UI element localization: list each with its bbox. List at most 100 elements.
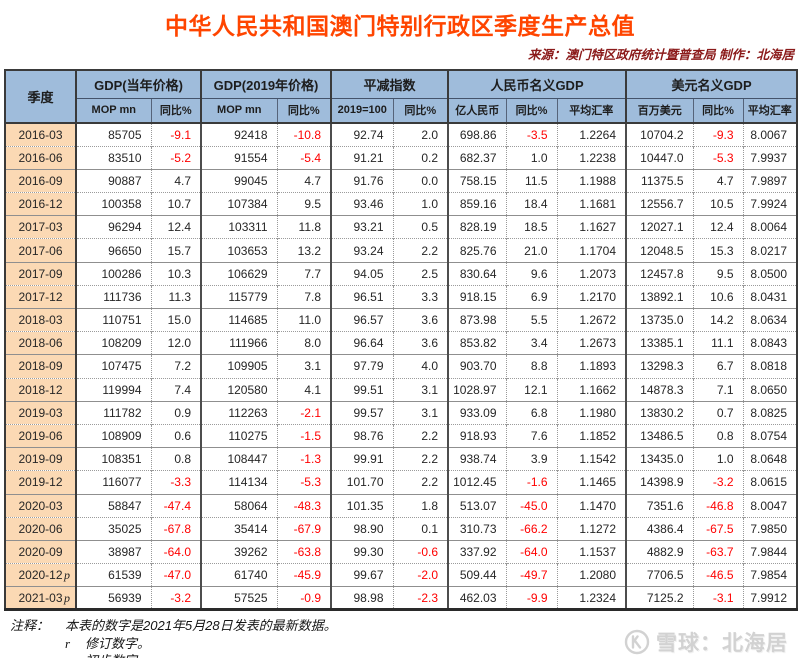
watermark-text: 雪球：北海居: [656, 632, 788, 655]
value-cell: 462.03: [448, 586, 507, 610]
value-cell: 12.1: [506, 377, 558, 402]
value-cell: 10447.0: [626, 145, 694, 170]
value-cell: -5.2: [151, 145, 202, 170]
value-cell: -48.3: [277, 493, 332, 518]
value-cell: 93.21: [331, 215, 394, 239]
table-row: 2020-09 38987 -64.0 39262 -63.8 99.30 -0.6 337.…: [5, 539, 798, 564]
value-cell: 15.7: [151, 238, 202, 263]
value-cell: 61740: [201, 563, 278, 587]
quarter-cell: 2017-09: [5, 261, 77, 286]
value-cell: -5.3: [693, 145, 744, 170]
quarter-cell: 2019-12: [5, 470, 77, 494]
quarter-label: 2018-09: [18, 359, 63, 374]
value-cell: 83510: [76, 145, 152, 170]
gdp-table: 季度 GDP(当年价格) GDP(2019年价格) 平减指数 人民币名义GDP 美元名义G…: [4, 69, 799, 612]
value-cell: 1028.97: [448, 377, 507, 402]
value-cell: 0.1: [393, 516, 450, 541]
quarter-label: 2020-09: [18, 544, 63, 559]
value-cell: 116077: [76, 470, 152, 494]
quarter-cell: 2019-03: [5, 400, 77, 425]
value-cell: 35414: [201, 516, 278, 541]
quarter-cell: 2018-06: [5, 331, 77, 355]
table-row: 2017-12 111736 11.3 115779 7.8 96.51 3.3 918.15…: [5, 284, 798, 309]
value-cell: 12.0: [151, 331, 202, 355]
value-cell: 8.0064: [743, 215, 798, 239]
value-cell: -0.9: [277, 586, 332, 610]
value-cell: 0.8: [151, 447, 202, 471]
value-cell: 873.98: [448, 307, 507, 332]
value-cell: 111736: [76, 284, 152, 309]
value-cell: 91554: [201, 145, 278, 170]
value-cell: 903.70: [448, 354, 507, 379]
value-cell: 825.76: [448, 238, 507, 263]
value-cell: 13385.1: [626, 331, 694, 355]
sub-header: 同比%: [693, 98, 744, 123]
value-cell: -47.0: [151, 563, 202, 587]
value-cell: 830.64: [448, 261, 507, 286]
value-cell: 0.7: [693, 400, 744, 425]
note-p-text: 初步数字。: [85, 652, 150, 658]
value-cell: 58064: [201, 493, 278, 518]
value-cell: 11375.5: [626, 168, 694, 193]
value-cell: 1.1893: [557, 354, 628, 379]
value-cell: -9.3: [693, 123, 744, 147]
table-row: 2017-06 96650 15.7 103653 13.2 93.24 2.2 825.76…: [5, 238, 798, 263]
value-cell: 1.8: [393, 493, 450, 518]
value-cell: 8.0047: [743, 493, 798, 518]
quarter-cell: 2020-09: [5, 539, 77, 564]
value-cell: -67.5: [693, 516, 744, 541]
value-cell: 859.16: [448, 192, 507, 216]
value-cell: 3.6: [393, 331, 450, 355]
quarter-cell: 2020-12 p: [5, 563, 77, 587]
value-cell: 1.1537: [557, 539, 628, 564]
table-row: 2016-06 83510 -5.2 91554 -5.4 91.21 0.2 682.37 1…: [5, 145, 798, 170]
value-cell: 106629: [201, 261, 278, 286]
quarter-label: 2017-03: [18, 220, 63, 235]
value-cell: 2.5: [393, 261, 450, 286]
header-row-subcolumns: MOP mn 同比% MOP mn 同比% 2019=100 同比% 亿人民币 同比% 平均汇率…: [5, 98, 798, 123]
value-cell: 103653: [201, 238, 278, 263]
value-cell: 99.30: [331, 539, 394, 564]
value-cell: 8.0825: [743, 400, 798, 425]
value-cell: 513.07: [448, 493, 507, 518]
value-cell: 114685: [201, 307, 278, 332]
value-cell: 3.4: [506, 331, 558, 355]
value-cell: -2.3: [393, 586, 450, 610]
quarter-cell: 2016-12: [5, 192, 77, 216]
value-cell: 96.64: [331, 331, 394, 355]
quarter-cell: 2018-09: [5, 354, 77, 379]
value-cell: 2.2: [393, 470, 450, 494]
value-cell: 8.0634: [743, 307, 798, 332]
value-cell: 1.1704: [557, 238, 628, 263]
value-cell: 1.2238: [557, 145, 628, 170]
value-cell: 1.0: [393, 192, 450, 216]
value-cell: -2.0: [393, 563, 450, 587]
value-cell: 10704.2: [626, 123, 694, 147]
value-cell: 8.0754: [743, 423, 798, 448]
value-cell: 98.90: [331, 516, 394, 541]
value-cell: 58847: [76, 493, 152, 518]
value-cell: 99.57: [331, 400, 394, 425]
quarter-cell: 2018-12: [5, 377, 77, 402]
value-cell: -63.7: [693, 539, 744, 564]
sub-header: 同比%: [277, 98, 332, 123]
value-cell: 56939: [76, 586, 152, 610]
value-cell: 103311: [201, 215, 278, 239]
value-cell: 110751: [76, 307, 152, 332]
value-cell: 111782: [76, 400, 152, 425]
value-cell: 758.15: [448, 168, 507, 193]
quarter-cell: 2019-09: [5, 447, 77, 471]
value-cell: -2.1: [277, 400, 332, 425]
value-cell: 97.79: [331, 354, 394, 379]
value-cell: 1.1662: [557, 377, 628, 402]
value-cell: 1.0: [506, 145, 558, 170]
value-cell: 38987: [76, 539, 152, 564]
value-cell: 1.2080: [557, 563, 628, 587]
value-cell: 4.0: [393, 354, 450, 379]
value-cell: -9.9: [506, 586, 558, 610]
note-latest-data: 本表的数字是2021年5月28日发表的最新数据。: [65, 618, 337, 634]
quarter-label: 2018-12: [18, 382, 63, 397]
value-cell: 100286: [76, 261, 152, 286]
group-header: 人民币名义GDP: [448, 70, 628, 99]
xueqiu-logo-icon: [624, 629, 650, 655]
